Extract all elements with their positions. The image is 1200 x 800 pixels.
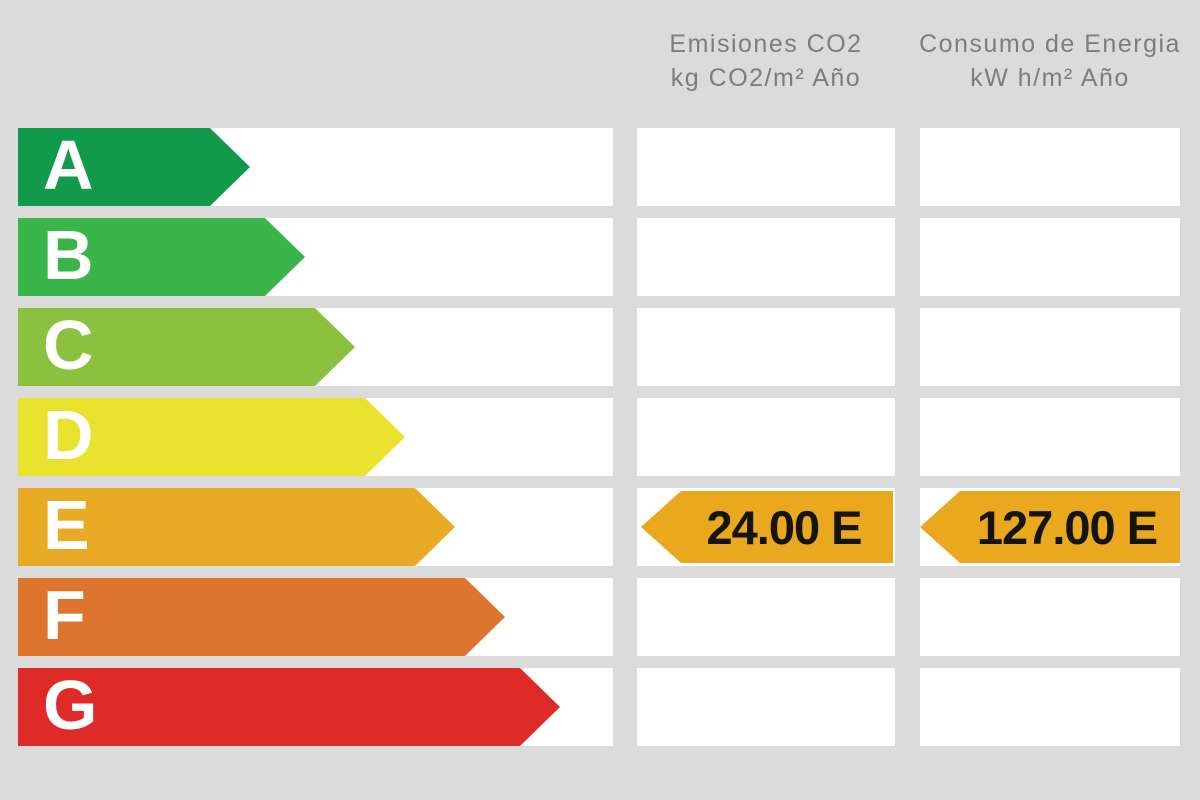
rating-bar-d: D <box>18 398 405 476</box>
scale-row-a: A <box>0 128 1200 206</box>
rating-letter-g: G <box>43 666 98 744</box>
scale-row-f: F <box>0 578 1200 656</box>
energy-cell-a <box>920 128 1180 206</box>
scale-row-e: E 24.00 E 127.00 E <box>0 488 1200 566</box>
co2-cell-f <box>637 578 895 656</box>
rating-bar-b: B <box>18 218 305 296</box>
rating-letter-a: A <box>43 126 94 204</box>
rating-bar-e: E <box>18 488 455 566</box>
scale-row-c: C <box>0 308 1200 386</box>
co2-cell-a <box>637 128 895 206</box>
co2-value-badge: 24.00 E <box>641 491 893 563</box>
energy-cell-c <box>920 308 1180 386</box>
co2-cell-d <box>637 398 895 476</box>
scale-row-b: B <box>0 218 1200 296</box>
energy-cell-g <box>920 668 1180 746</box>
rating-bar-a: A <box>18 128 250 206</box>
energy-cell-d <box>920 398 1180 476</box>
energy-value-label: 127.00 E <box>976 500 1158 554</box>
scale-row-g: G <box>0 668 1200 746</box>
co2-cell-e: 24.00 E <box>637 488 895 566</box>
energy-value-badge: 127.00 E <box>920 491 1180 563</box>
rating-letter-d: D <box>43 396 94 474</box>
energy-cell-e: 127.00 E <box>920 488 1180 566</box>
energy-cell-b <box>920 218 1180 296</box>
co2-column-units: kg CO2/m² Año <box>670 64 862 92</box>
co2-column-title: Emisiones CO2 <box>669 30 863 58</box>
rating-bar-f: F <box>18 578 505 656</box>
rating-letter-b: B <box>43 216 94 294</box>
co2-cell-b <box>637 218 895 296</box>
rating-letter-c: C <box>43 306 94 384</box>
energy-column-units: kW h/m² Año <box>970 64 1130 92</box>
co2-column-header: Emisiones CO2 kg CO2/m² Año <box>637 27 895 95</box>
co2-value-label: 24.00 E <box>706 500 862 554</box>
energy-column-title: Consumo de Energia <box>919 30 1181 58</box>
rating-letter-e: E <box>43 486 90 564</box>
co2-cell-c <box>637 308 895 386</box>
energy-column-header: Consumo de Energia kW h/m² Año <box>915 27 1185 95</box>
rating-letter-f: F <box>43 576 86 654</box>
rating-bar-g: G <box>18 668 560 746</box>
energy-cell-f <box>920 578 1180 656</box>
scale-row-d: D <box>0 398 1200 476</box>
co2-cell-g <box>637 668 895 746</box>
rating-bar-c: C <box>18 308 355 386</box>
